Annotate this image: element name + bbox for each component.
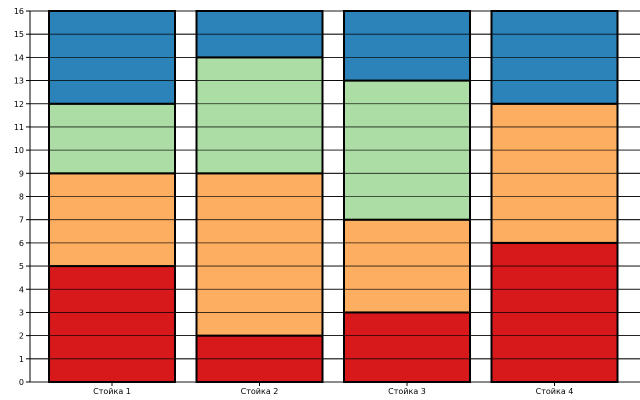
y-tick-label: 5 <box>19 262 24 271</box>
y-tick-label: 16 <box>14 7 24 16</box>
bar-segment <box>195 56 324 175</box>
y-tick-label: 13 <box>14 77 24 86</box>
bar-segment <box>343 10 471 82</box>
bar-segment <box>343 311 471 383</box>
x-category-label: Стойка 4 <box>536 387 574 396</box>
y-tick-label: 8 <box>19 193 24 202</box>
x-category-label: Стойка 2 <box>241 387 279 396</box>
y-tick-label: 7 <box>19 216 24 225</box>
y-tick-label: 2 <box>19 332 24 341</box>
y-tick-label: 3 <box>19 308 24 317</box>
y-tick-label: 14 <box>14 53 24 62</box>
x-category-label: Стойка 1 <box>93 387 131 396</box>
y-tick-label: 15 <box>14 30 24 39</box>
y-tick-label: 9 <box>19 169 24 178</box>
y-tick-label: 1 <box>19 355 24 364</box>
y-tick-label: 6 <box>19 239 24 248</box>
y-tick-label: 0 <box>19 378 24 387</box>
y-tick-label: 12 <box>14 100 24 109</box>
y-tick-label: 11 <box>14 123 24 132</box>
bar-segment <box>48 265 176 383</box>
grid-lines-overlay <box>30 10 640 383</box>
x-category-label: Стойка 3 <box>388 387 426 396</box>
bar-segment <box>48 102 176 175</box>
y-tick-label: 4 <box>19 285 24 294</box>
y-tick-label: 10 <box>14 146 24 155</box>
x-axis: Стойка 1 Стойка 2 Стойка 3 Стойка 4 <box>93 382 573 396</box>
bar-segment <box>195 172 324 337</box>
